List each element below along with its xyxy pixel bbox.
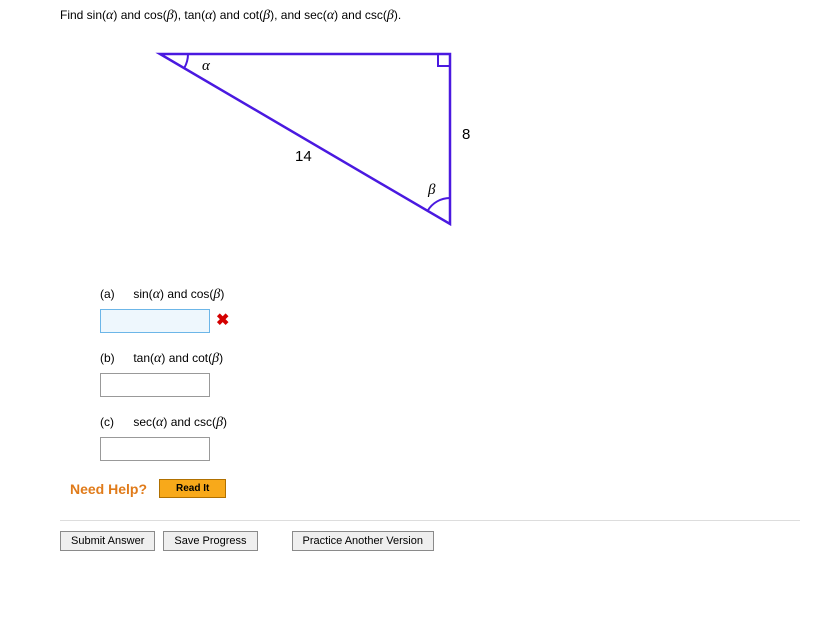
pa-alpha: α bbox=[153, 287, 160, 302]
part-c-input[interactable] bbox=[100, 437, 210, 461]
pc-3: ) bbox=[223, 415, 227, 429]
qt-3: ), tan( bbox=[174, 8, 205, 22]
qt-1: Find sin( bbox=[60, 8, 106, 22]
part-b-input[interactable] bbox=[100, 373, 210, 397]
qt-7: ). bbox=[394, 8, 401, 22]
part-b-label: (b) tan(α) and cot(β) bbox=[100, 351, 820, 367]
pb-1: tan( bbox=[133, 351, 154, 365]
part-b: (b) tan(α) and cot(β) bbox=[100, 351, 820, 397]
part-c-answer-row bbox=[100, 437, 820, 461]
triangle-svg: α β 14 8 bbox=[150, 44, 490, 244]
wrong-icon: ✖ bbox=[216, 313, 229, 329]
svg-text:8: 8 bbox=[462, 126, 470, 143]
qt-5: ), and sec( bbox=[270, 8, 327, 22]
read-it-button[interactable]: Read It bbox=[159, 479, 226, 498]
svg-text:α: α bbox=[202, 58, 211, 74]
question-page: Find sin(α) and cos(β), tan(α) and cot(β… bbox=[0, 0, 820, 633]
qt-beta-1: β bbox=[167, 8, 174, 23]
triangle-diagram: α β 14 8 bbox=[150, 44, 820, 247]
pa-1: sin( bbox=[133, 287, 152, 301]
save-progress-button[interactable]: Save Progress bbox=[163, 531, 257, 551]
part-a-answer-row: ✖ bbox=[100, 309, 820, 333]
part-a-letter: (a) bbox=[100, 287, 130, 301]
qt-4: ) and cot( bbox=[212, 8, 263, 22]
part-c-letter: (c) bbox=[100, 415, 130, 429]
action-buttons: Submit Answer Save Progress Practice Ano… bbox=[60, 520, 800, 551]
part-b-answer-row bbox=[100, 373, 820, 397]
part-a: (a) sin(α) and cos(β) ✖ bbox=[100, 287, 820, 333]
practice-another-button[interactable]: Practice Another Version bbox=[292, 531, 434, 551]
svg-text:14: 14 bbox=[295, 148, 312, 165]
part-c: (c) sec(α) and csc(β) bbox=[100, 415, 820, 461]
pb-3: ) bbox=[219, 351, 223, 365]
pc-beta: β bbox=[216, 415, 223, 430]
part-a-label: (a) sin(α) and cos(β) bbox=[100, 287, 820, 303]
svg-text:β: β bbox=[427, 182, 436, 198]
part-b-letter: (b) bbox=[100, 351, 130, 365]
pa-3: ) bbox=[220, 287, 224, 301]
pb-2: ) and cot( bbox=[161, 351, 212, 365]
part-c-label: (c) sec(α) and csc(β) bbox=[100, 415, 820, 431]
need-help-label: Need Help? bbox=[70, 481, 147, 497]
qt-2: ) and cos( bbox=[113, 8, 166, 22]
qt-beta-3: β bbox=[387, 8, 394, 23]
part-a-input[interactable] bbox=[100, 309, 210, 333]
need-help-row: Need Help? Read It bbox=[70, 479, 820, 498]
pa-2: ) and cos( bbox=[160, 287, 213, 301]
submit-answer-button[interactable]: Submit Answer bbox=[60, 531, 155, 551]
qt-6: ) and csc( bbox=[334, 8, 387, 22]
question-prompt: Find sin(α) and cos(β), tan(α) and cot(β… bbox=[60, 8, 820, 24]
answer-parts: (a) sin(α) and cos(β) ✖ (b) tan(α) and c… bbox=[100, 287, 820, 461]
pc-1: sec( bbox=[133, 415, 156, 429]
pc-2: ) and csc( bbox=[163, 415, 216, 429]
